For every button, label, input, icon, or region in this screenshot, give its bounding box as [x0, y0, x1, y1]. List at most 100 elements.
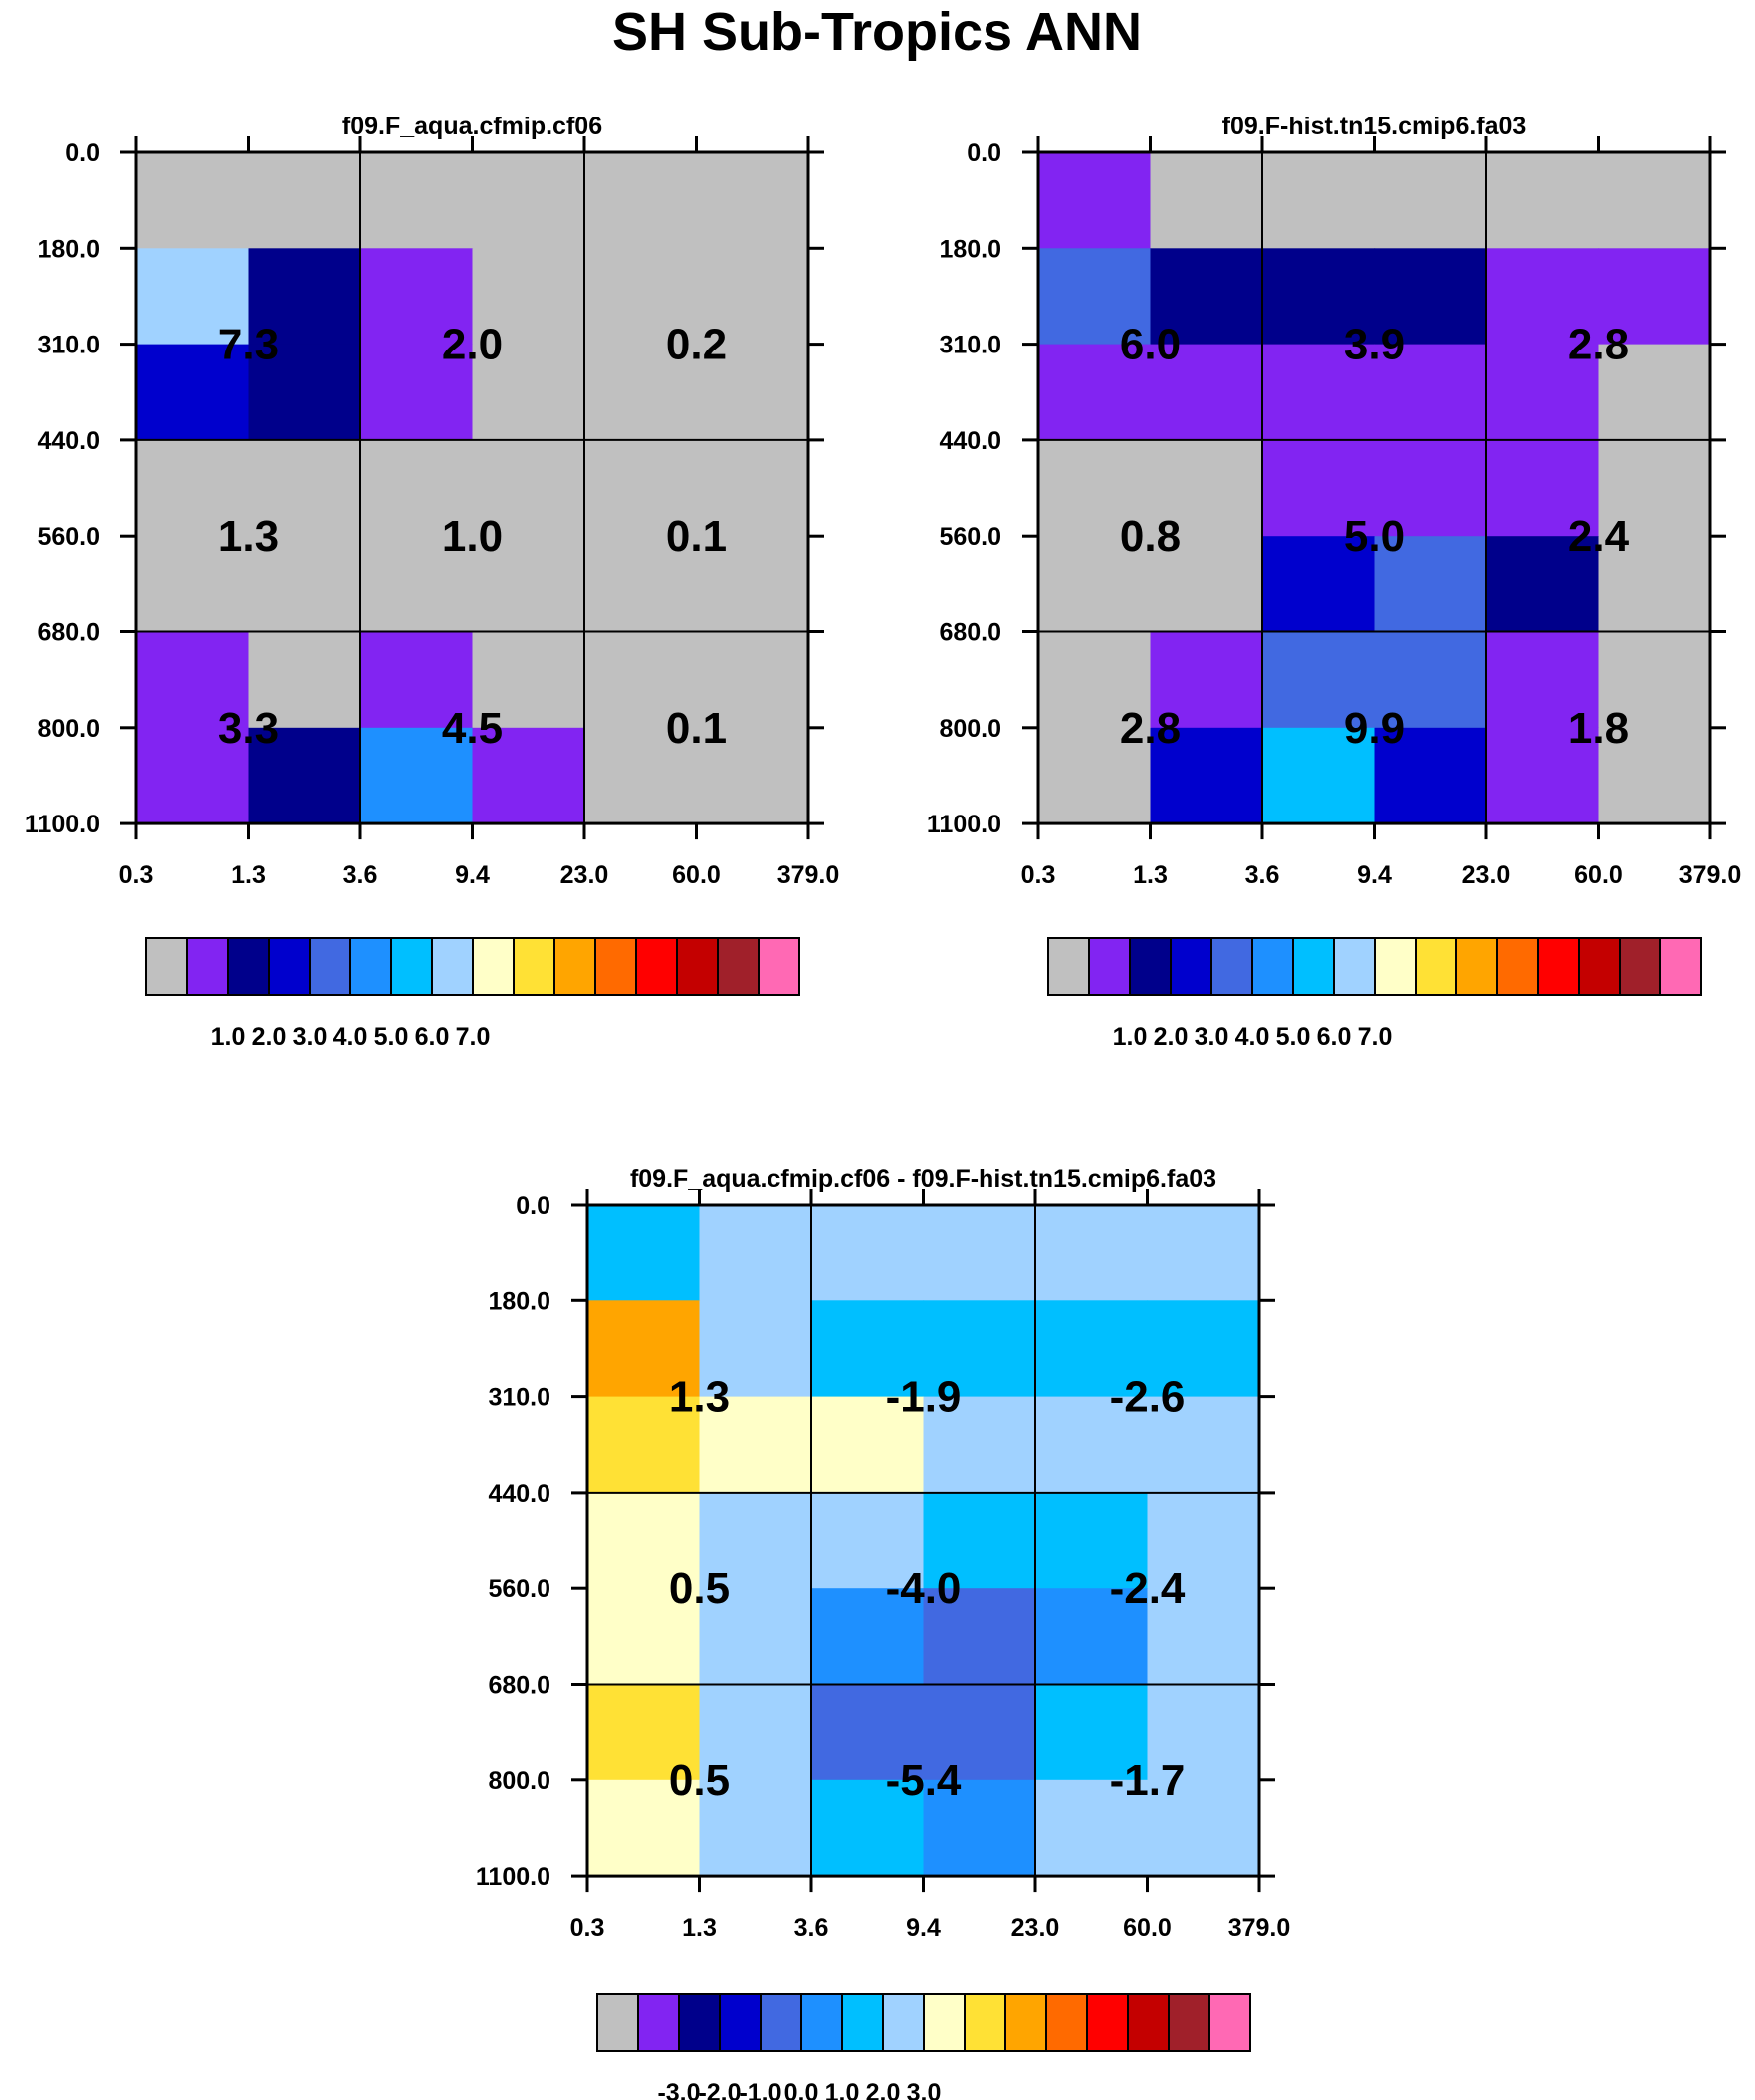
cell-value-label: 3.9 [1344, 321, 1405, 369]
y-tick-label: 560.0 [488, 1575, 550, 1603]
heatmap-cell [811, 1684, 925, 1781]
heatmap-cell [584, 536, 698, 633]
heatmap-cell [1150, 536, 1263, 633]
heatmap-cell [136, 727, 250, 824]
heatmap-cell [248, 248, 361, 346]
heatmap-cell [811, 1492, 925, 1589]
y-tick-label: 560.0 [939, 523, 1001, 551]
heatmap-cell [811, 1779, 925, 1877]
heatmap-cell [696, 631, 809, 729]
heatmap-cell [360, 631, 474, 729]
heatmap-cell [1150, 631, 1263, 729]
y-tick-label: 1100.0 [25, 811, 100, 838]
heatmap-cell [1150, 248, 1263, 346]
cell-value-label: 2.8 [1120, 704, 1181, 753]
heatmap-cell [1598, 344, 1711, 441]
heatmap-cell [472, 536, 585, 633]
colorbar-box [227, 937, 270, 996]
cell-value-label: 5.0 [1344, 512, 1405, 561]
cell-value-label: 0.5 [669, 1756, 730, 1805]
heatmap-cell [1147, 1779, 1260, 1877]
y-tick-label: 440.0 [488, 1480, 550, 1508]
panel-aqua: f09.F_aqua.cfmip.cf06 0.3 1.3 3.6 9.4 23.0 60.… [25, 113, 839, 1050]
colorbar-tick-label: 1.0 [211, 1023, 246, 1050]
y-tick-label: 1100.0 [476, 1863, 550, 1891]
heatmap-cell [136, 344, 250, 441]
colorbar-box [1168, 1993, 1210, 2052]
y-tick-label: 0.0 [65, 139, 100, 167]
heatmap-cell [1035, 1779, 1149, 1877]
heatmap-cell [1147, 1588, 1260, 1686]
x-tick-label: 0.3 [1021, 861, 1056, 889]
colorbar-tick-label: 3.0 [1195, 1023, 1229, 1050]
heatmap-cell [1147, 1492, 1260, 1589]
heatmap-cell [584, 248, 698, 346]
y-tick-label: 180.0 [488, 1287, 550, 1315]
x-tick-label: 379.0 [1228, 1914, 1291, 1942]
heatmap-cell [1035, 1588, 1149, 1686]
colorbar-box [882, 1993, 925, 2052]
colorbar-box [1333, 937, 1376, 996]
colorbar-tick-label: 4.0 [333, 1023, 368, 1050]
y-tick-label: 560.0 [37, 523, 100, 551]
heatmap-cell [587, 1492, 701, 1589]
heatmap-cell [811, 1396, 925, 1494]
colorbar-tick-label: 2.0 [1154, 1023, 1189, 1050]
heatmap-cell [587, 1396, 701, 1494]
figure-title: SH Sub-Tropics ANN [612, 2, 1142, 62]
heatmap-cell [696, 727, 809, 824]
colorbar-tick-label: 1.0 [1113, 1023, 1148, 1050]
heatmap-cell [923, 1205, 1036, 1301]
colorbar-box [1251, 937, 1294, 996]
colorbar-box [553, 937, 596, 996]
y-tick-label: 440.0 [939, 427, 1001, 455]
x-tick-label: 1.3 [682, 1914, 717, 1942]
colorbar-box [758, 937, 800, 996]
heatmap-cell [360, 152, 474, 249]
heatmap-cell [1374, 727, 1487, 824]
colorbar-tick-label: 2.0 [866, 2079, 901, 2100]
heatmap-cell [1147, 1300, 1260, 1398]
heatmap-cell [699, 1588, 812, 1686]
cell-value-label: -4.0 [886, 1564, 962, 1613]
heatmap-cell [811, 1205, 925, 1301]
heatmap-cell [1598, 536, 1711, 633]
heatmap-cell [1598, 248, 1711, 346]
heatmap-cell [923, 1300, 1036, 1398]
cell-value-label: 9.9 [1344, 704, 1405, 753]
x-tick-label: 9.4 [1357, 861, 1392, 889]
panel-title: f09.F-hist.tn15.cmip6.fa03 [1222, 113, 1527, 140]
y-tick-label: 310.0 [488, 1384, 550, 1412]
heatmap-cell [1374, 536, 1487, 633]
heatmap-cell [584, 727, 698, 824]
colorbar-box [1578, 937, 1621, 996]
panel-title: f09.F_aqua.cfmip.cf06 [342, 113, 602, 140]
colorbar-tick-label: 5.0 [1276, 1023, 1311, 1050]
heatmap-cell [699, 1684, 812, 1781]
heatmap-cell [1486, 152, 1600, 249]
heatmap-cell [1147, 1205, 1260, 1301]
x-tick-label: 0.3 [570, 1914, 605, 1942]
x-tick-label: 9.4 [455, 861, 490, 889]
cell-value-label: -2.4 [1110, 1564, 1186, 1613]
heatmap-cell [696, 152, 809, 249]
colorbar-tick-label: 6.0 [1317, 1023, 1352, 1050]
colorbar-box [1210, 937, 1253, 996]
y-tick-label: 180.0 [939, 235, 1001, 263]
heatmap-cell [1598, 152, 1711, 249]
x-tick-label: 60.0 [1574, 861, 1623, 889]
cell-value-label: 3.3 [218, 704, 279, 753]
colorbar-box [1047, 937, 1090, 996]
cell-value-label: -1.9 [886, 1373, 962, 1422]
colorbar-box [719, 1993, 762, 2052]
heatmap-cell [1374, 248, 1487, 346]
panel-hist: f09.F-hist.tn15.cmip6.fa03 0.3 1.3 3.6 9.4 23… [927, 113, 1741, 1050]
colorbar-box [431, 937, 474, 996]
cell-value-label: 1.3 [218, 512, 279, 561]
y-tick-label: 680.0 [488, 1672, 550, 1700]
cell-value-label: 0.5 [669, 1564, 730, 1613]
heatmap-cell [360, 727, 474, 824]
heatmap-cell [1262, 536, 1376, 633]
heatmap-cell [587, 1205, 701, 1301]
cell-value-label: 1.8 [1568, 704, 1629, 753]
